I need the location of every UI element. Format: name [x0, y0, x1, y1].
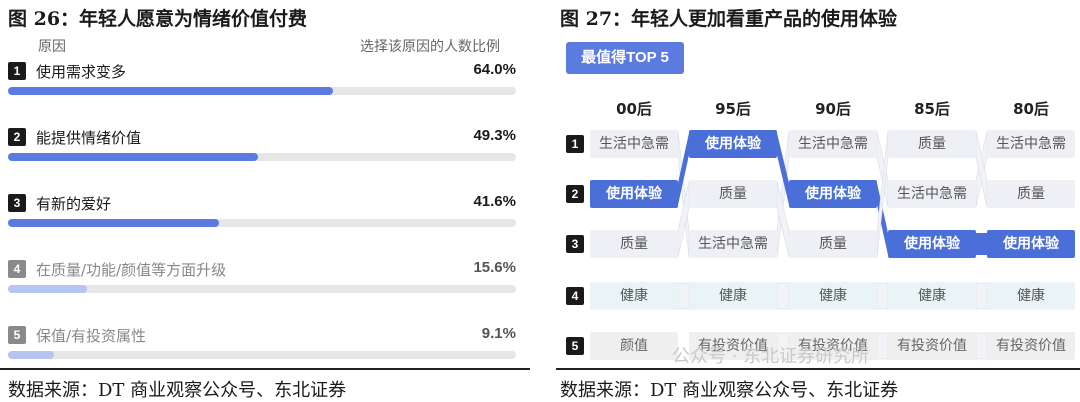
rank-cell: 生活中急需: [590, 130, 678, 158]
bar-value-label: 49.3%: [473, 127, 516, 144]
right-figure-title: 图 27：年轻人更加看重产品的使用体验: [560, 8, 898, 30]
rank-connector: [876, 282, 889, 310]
bar-fill: [8, 285, 88, 293]
rank-cell: 质量: [987, 180, 1075, 208]
bar-fill: [8, 351, 55, 359]
rank-cell: 质量: [888, 130, 976, 158]
bar-value-label: 64.0%: [473, 61, 516, 78]
rank-cell: 生活中急需: [987, 130, 1075, 158]
reason-column-header: 原因: [38, 39, 66, 55]
rank-cell: 健康: [590, 282, 678, 310]
bar-track: [8, 219, 516, 227]
bar-track: [8, 153, 516, 161]
bar-rank-number: 3: [8, 194, 26, 212]
bar-fill: [8, 219, 220, 227]
bar-rank-number: 1: [8, 62, 26, 80]
rank-cell: 健康: [689, 282, 777, 310]
bar-track: [8, 87, 516, 95]
rank-connector: [777, 133, 789, 205]
rank-cell: 有投资价值: [888, 332, 976, 360]
rank-connector: [877, 183, 888, 255]
rank-number: 5: [566, 337, 584, 355]
generation-header: 85后: [914, 100, 950, 118]
watermark-text: 公众号 · 东北证券研究所: [672, 346, 870, 367]
rank-connector: [678, 133, 689, 205]
left-source-note: 数据来源：DT 商业观察公众号、东北证券: [8, 380, 347, 401]
right-source-note: 数据来源：DT 商业观察公众号、东北证券: [560, 380, 899, 401]
bar-value-label: 41.6%: [473, 193, 516, 210]
bar-category-label: 使用需求变多: [36, 63, 127, 81]
left-divider: [0, 368, 530, 370]
rank-cell: 健康: [987, 282, 1075, 310]
bar-value-label: 9.1%: [481, 325, 516, 342]
share-column-header: 选择该原因的人数比例: [360, 39, 500, 55]
bar-fill: [8, 153, 259, 161]
rank-cell: 有投资价值: [789, 332, 877, 360]
rank-connector: [976, 233, 987, 255]
bar-rank-number: 4: [8, 260, 26, 278]
generation-header: 95后: [715, 100, 751, 118]
bar-track: [8, 351, 516, 359]
generation-header: 80后: [1013, 100, 1049, 118]
rank-number: 4: [566, 287, 584, 305]
bar-category-label: 能提供情绪价值: [36, 129, 142, 147]
bar-rank-number: 2: [8, 128, 26, 146]
bar-category-label: 保值/有投资属性: [36, 327, 147, 345]
highlight-cell: 使用体验: [987, 230, 1075, 258]
bar-rank-number: 5: [8, 326, 26, 344]
rank-cell: 质量: [590, 230, 678, 258]
left-figure-title: 图 26：年轻人愿意为情绪价值付费: [8, 8, 308, 30]
bar-track: [8, 285, 516, 293]
rank-cell: 颜值: [590, 332, 678, 360]
bar-fill: [8, 87, 334, 95]
bar-category-label: 有新的爱好: [36, 195, 112, 213]
rank-connector: [677, 282, 690, 310]
rank-connector: [876, 332, 889, 360]
rank-connector: [975, 332, 988, 360]
bar-value-label: 15.6%: [473, 259, 516, 276]
rank-cell: 质量: [789, 230, 877, 258]
right-divider: [556, 368, 1080, 370]
rank-number: 2: [566, 185, 584, 203]
rank-number: 3: [566, 235, 584, 253]
generation-header: 00后: [616, 100, 652, 118]
rank-cell: 质量: [689, 180, 777, 208]
rank-connector: [975, 282, 988, 310]
highlight-cell: 使用体验: [590, 180, 678, 208]
rank-connector: [776, 282, 790, 310]
rank-cell: 生活中急需: [888, 180, 976, 208]
highlight-cell: 使用体验: [888, 230, 976, 258]
rank-number: 1: [566, 135, 584, 153]
highlight-cell: 使用体验: [789, 180, 877, 208]
rank-cell: 有投资价值: [689, 332, 777, 360]
rank-cell: 健康: [789, 282, 877, 310]
bar-category-label: 在质量/功能/颜值等方面升级: [36, 261, 227, 279]
top5-badge: 最值得TOP 5: [566, 42, 684, 74]
rank-cell: 生活中急需: [789, 130, 877, 158]
rank-cell: 健康: [888, 282, 976, 310]
generation-header: 90后: [815, 100, 851, 118]
rank-cell: 生活中急需: [689, 230, 777, 258]
highlight-cell: 使用体验: [689, 130, 777, 158]
rank-cell: 有投资价值: [987, 332, 1075, 360]
